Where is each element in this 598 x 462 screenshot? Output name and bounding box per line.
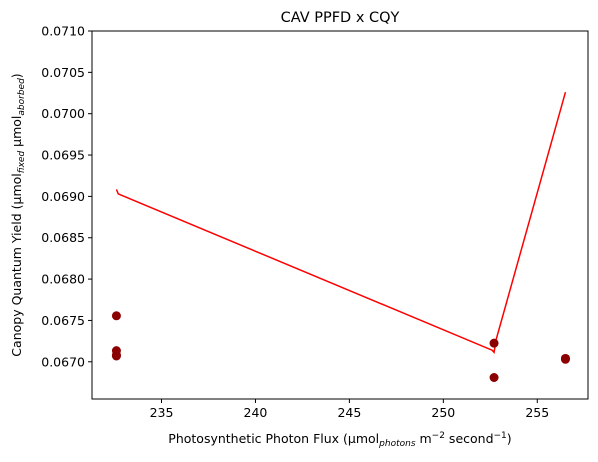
- data-point: [560, 354, 570, 364]
- x-tick-label: 250: [431, 405, 455, 420]
- y-tick-label: 0.0710: [41, 24, 85, 39]
- x-tick-label: 235: [150, 405, 174, 420]
- y-tick-label: 0.0680: [41, 272, 85, 287]
- y-tick-label: 0.0695: [41, 148, 85, 163]
- y-tick-label: 0.0670: [41, 354, 85, 369]
- data-point: [111, 311, 121, 321]
- data-point: [489, 372, 499, 382]
- plot-area-frame: [91, 30, 589, 400]
- series-layer: [111, 91, 570, 382]
- y-tick-label: 0.0705: [41, 65, 85, 80]
- data-point: [489, 338, 499, 348]
- chart-title: CAV PPFD x CQY: [281, 10, 400, 26]
- y-tick-label: 0.0685: [41, 230, 85, 245]
- y-tick-label: 0.0700: [41, 106, 85, 121]
- y-axis-title: Canopy Quantum Yield (µmolfixed µmolabor…: [9, 73, 27, 356]
- y-tick-label: 0.0690: [41, 189, 85, 204]
- y-axis: 0.0670 0.0675 0.0680 0.0685 0.0690 0.0695 0.07…: [41, 24, 92, 369]
- x-tick-label: 240: [244, 405, 268, 420]
- data-point: [111, 346, 121, 356]
- x-axis: 235 240 245 250 255: [150, 399, 549, 420]
- y-tick-label: 0.0675: [41, 313, 85, 328]
- x-axis-title: Photosynthetic Photon Flux (µmolphotons …: [168, 431, 511, 449]
- x-tick-label: 255: [525, 405, 549, 420]
- x-tick-label: 245: [337, 405, 361, 420]
- fit-line: [115, 91, 567, 354]
